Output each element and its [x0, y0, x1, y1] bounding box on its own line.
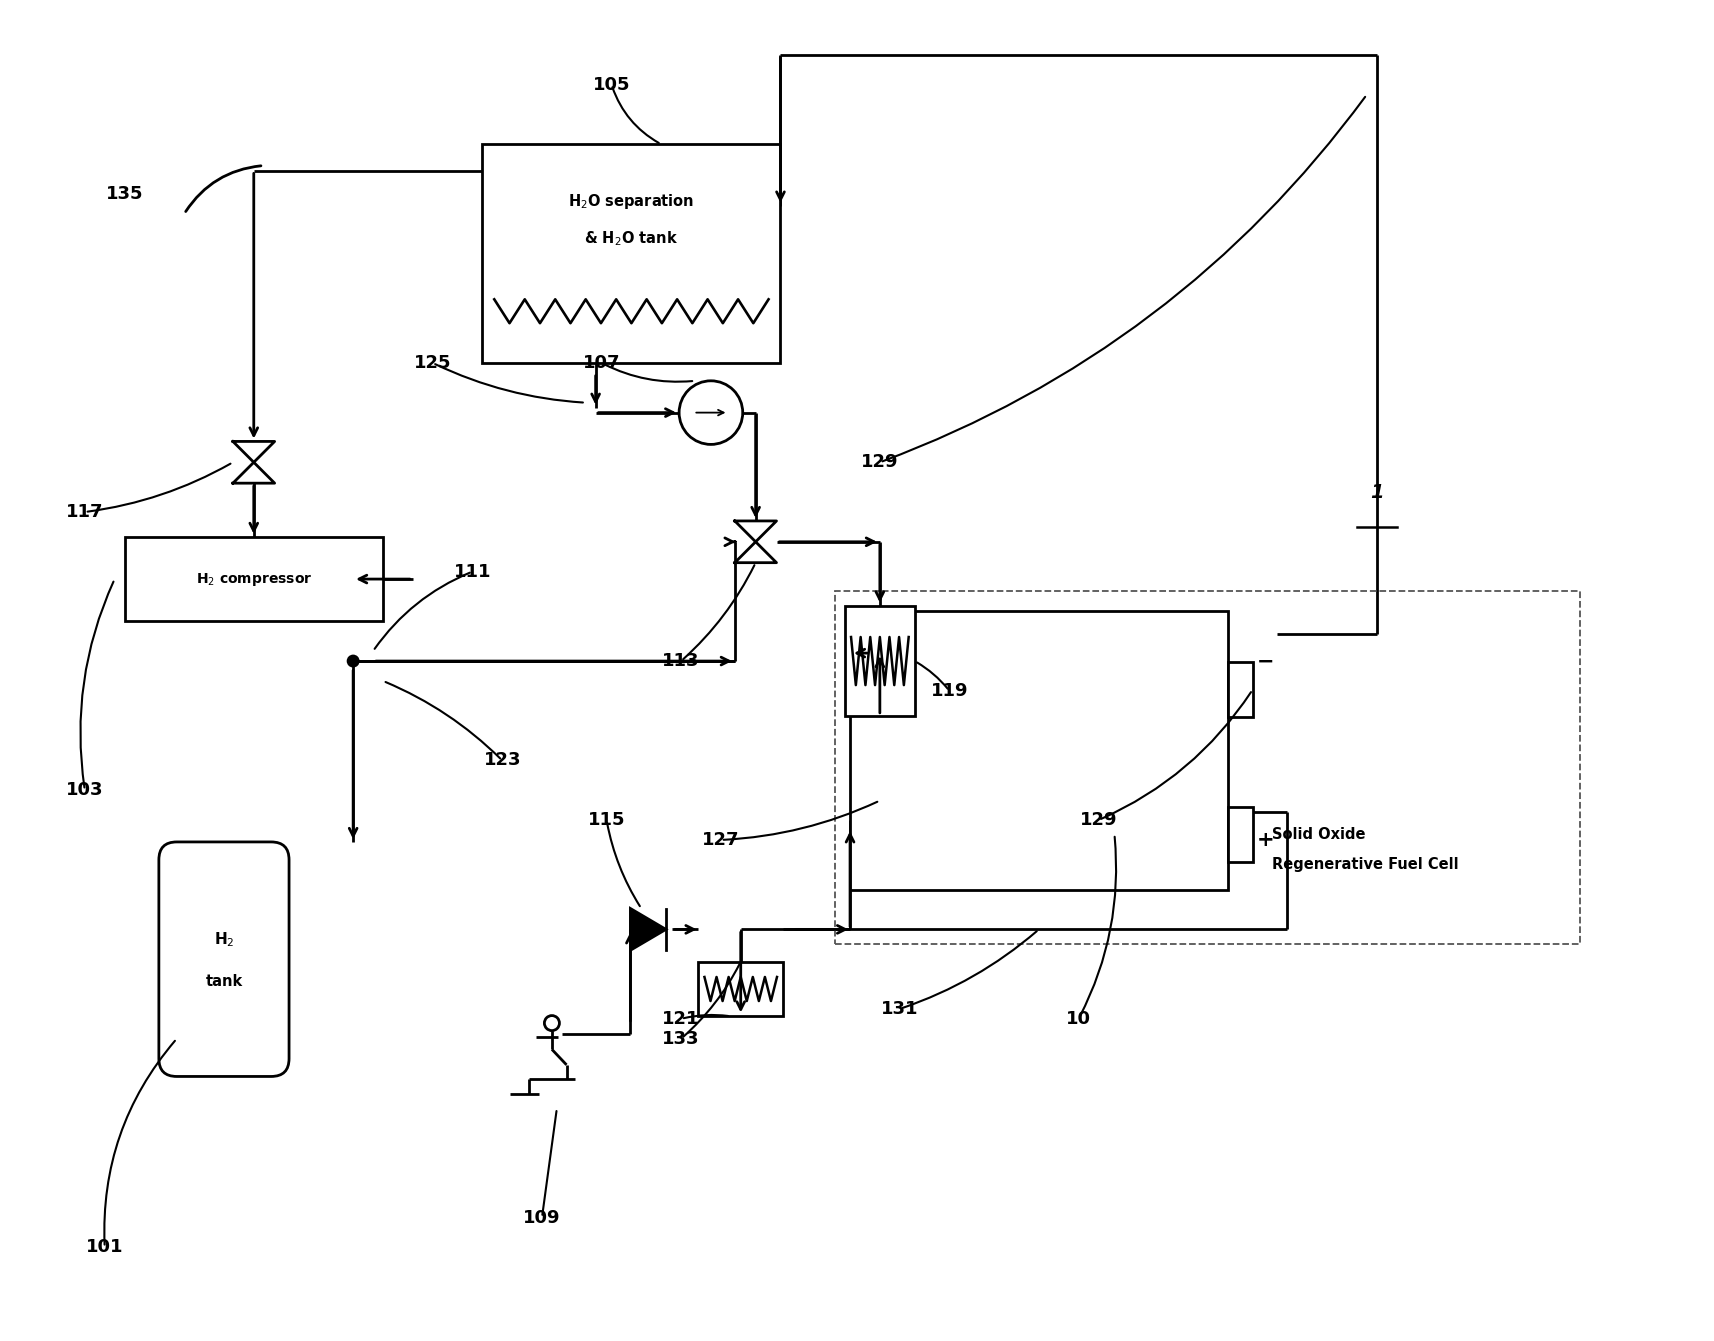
Text: 117: 117: [67, 503, 103, 522]
Text: 10: 10: [1066, 1010, 1092, 1027]
Text: 125: 125: [413, 354, 451, 371]
Text: Regenerative Fuel Cell: Regenerative Fuel Cell: [1272, 857, 1459, 872]
Text: 107: 107: [583, 354, 620, 371]
FancyBboxPatch shape: [159, 842, 290, 1077]
Polygon shape: [233, 463, 274, 483]
Text: 109: 109: [523, 1208, 560, 1227]
Text: 103: 103: [67, 782, 103, 799]
Text: −: −: [1256, 652, 1274, 672]
Text: 101: 101: [86, 1238, 123, 1257]
Text: 123: 123: [483, 751, 521, 770]
Text: 129: 129: [1080, 811, 1118, 829]
Bar: [699, 961, 783, 1016]
Text: H$_2$O separation: H$_2$O separation: [569, 192, 694, 211]
Text: 111: 111: [454, 563, 492, 581]
Text: 131: 131: [881, 1000, 919, 1018]
Text: 105: 105: [593, 75, 631, 94]
Bar: [850, 611, 1227, 889]
Text: H$_2$: H$_2$: [214, 929, 235, 948]
Text: 113: 113: [662, 652, 699, 670]
Polygon shape: [631, 908, 667, 951]
Bar: [482, 145, 780, 363]
Bar: [1227, 662, 1253, 717]
Text: Solid Oxide: Solid Oxide: [1272, 827, 1366, 842]
Bar: [845, 606, 915, 716]
Text: 127: 127: [703, 831, 740, 849]
Polygon shape: [735, 542, 776, 563]
Polygon shape: [233, 441, 274, 463]
Bar: [125, 536, 382, 621]
Text: tank: tank: [206, 974, 243, 988]
Text: 133: 133: [662, 1030, 699, 1047]
Polygon shape: [735, 520, 776, 542]
Text: 115: 115: [588, 811, 626, 829]
Text: 135: 135: [106, 185, 144, 202]
Text: 1: 1: [1369, 483, 1383, 502]
Text: & H$_2$O tank: & H$_2$O tank: [584, 229, 679, 248]
Bar: [835, 591, 1580, 944]
Text: 121: 121: [662, 1010, 699, 1027]
Text: 129: 129: [860, 453, 898, 471]
Circle shape: [346, 654, 360, 668]
Text: +: +: [1256, 830, 1274, 850]
Text: 119: 119: [931, 681, 968, 700]
Bar: [1227, 807, 1253, 862]
Text: H$_2$ compressor: H$_2$ compressor: [195, 570, 312, 587]
